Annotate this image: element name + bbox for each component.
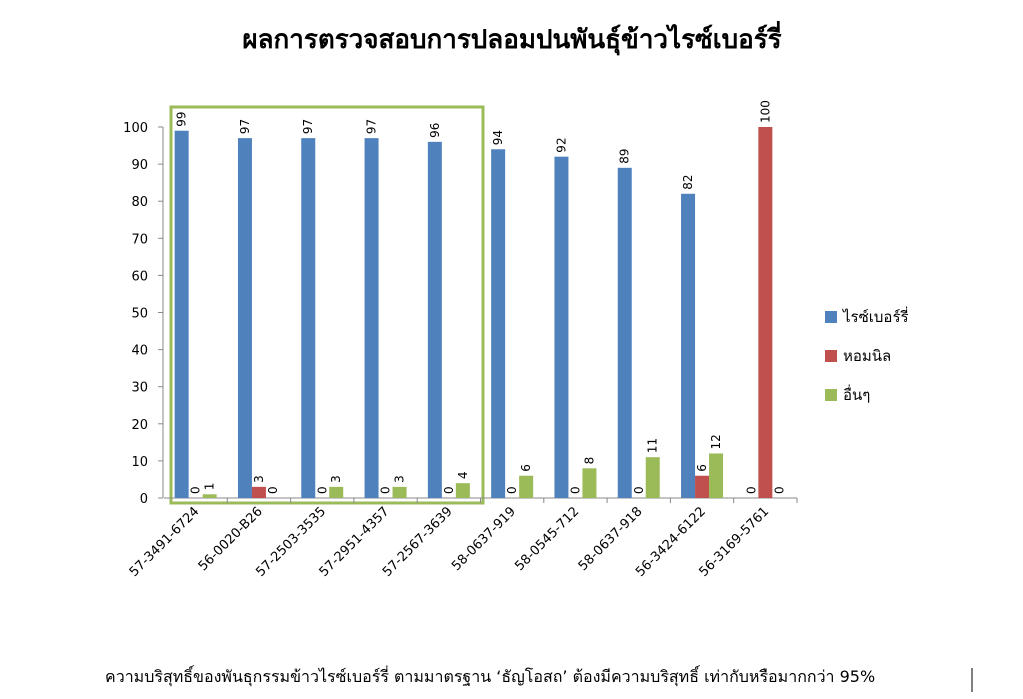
bar: [237, 138, 252, 498]
value-label: 0: [632, 486, 646, 494]
legend-swatch: [825, 311, 837, 323]
value-label: 0: [442, 486, 456, 494]
bar: [709, 453, 724, 498]
x-tick-label: 56-0020-B26: [196, 504, 266, 574]
y-tick-label: 0: [140, 492, 148, 507]
y-tick-label: 50: [131, 307, 148, 322]
bar: [202, 494, 217, 498]
bar: [364, 138, 379, 498]
value-label: 0: [505, 486, 519, 494]
value-label: 89: [618, 149, 632, 164]
bar: [519, 475, 534, 498]
y-tick-label: 10: [131, 455, 148, 470]
value-label: 3: [329, 475, 343, 483]
value-label: 0: [315, 486, 329, 494]
value-label: 11: [646, 438, 660, 453]
bar: [645, 457, 660, 498]
legend-label: อื่นๆ: [843, 384, 870, 404]
y-tick-label: 100: [123, 121, 148, 136]
footnote: ความบริสุทธิ์ของพันธุกรรมข้าวไรซ์เบอร์รี…: [105, 665, 875, 687]
y-tick-label: 40: [131, 344, 148, 359]
x-tick-label: 58-0637-919: [449, 504, 519, 574]
legend-label: หอมนิล: [843, 347, 891, 365]
value-label: 0: [266, 486, 280, 494]
y-tick-label: 20: [131, 418, 148, 433]
value-label: 8: [582, 457, 596, 465]
y-tick-label: 60: [131, 269, 148, 284]
value-label: 12: [709, 434, 723, 449]
bar: [491, 149, 506, 498]
value-label: 0: [189, 486, 203, 494]
value-label: 97: [301, 119, 315, 134]
chart-title: ผลการตรวจสอบการปลอมปนพันธุ์ข้าวไรซ์เบอร์…: [242, 20, 781, 56]
value-label: 1: [203, 483, 217, 491]
bar: [251, 486, 266, 498]
value-label: 0: [772, 486, 786, 494]
highlight-box: [169, 105, 485, 505]
bar: [554, 156, 569, 498]
value-label: 3: [393, 475, 407, 483]
bar: [582, 468, 597, 498]
value-label: 97: [365, 119, 379, 134]
value-label: 6: [519, 464, 533, 472]
bar: [758, 127, 773, 498]
bar: [301, 138, 316, 498]
bar: [617, 167, 632, 498]
value-label: 0: [568, 486, 582, 494]
value-label: 97: [238, 119, 252, 134]
y-tick-label: 70: [131, 232, 148, 247]
bar: [427, 141, 442, 498]
legend-swatch: [825, 350, 837, 362]
value-label: 6: [695, 464, 709, 472]
bar: [695, 475, 710, 498]
value-label: 0: [744, 486, 758, 494]
bar: [681, 193, 696, 498]
value-label: 82: [681, 174, 695, 189]
value-label: 96: [428, 123, 442, 138]
value-label: 99: [175, 111, 189, 126]
bar: [392, 486, 407, 498]
legend-label: ไรซ์เบอร์รี่: [842, 306, 909, 326]
x-tick-label: 58-0637-918: [576, 504, 646, 574]
y-tick-label: 80: [131, 195, 148, 210]
bar: [174, 130, 189, 498]
legend-swatch: [825, 389, 837, 401]
x-tick-label: 57-3491-6724: [127, 504, 203, 580]
bar: [455, 483, 470, 498]
value-label: 4: [456, 472, 470, 480]
x-tick-label: 58-0545-712: [512, 504, 582, 574]
value-label: 3: [252, 475, 266, 483]
value-label: 100: [758, 100, 772, 123]
y-tick-label: 30: [131, 381, 148, 396]
y-tick-label: 90: [131, 158, 148, 173]
value-label: 94: [491, 130, 505, 145]
bar: [329, 486, 344, 498]
value-label: 92: [554, 137, 568, 152]
value-label: 0: [379, 486, 393, 494]
